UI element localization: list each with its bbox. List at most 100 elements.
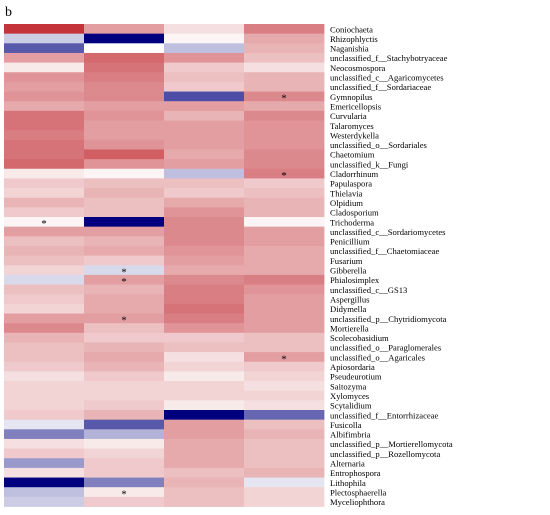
heatmap-cell — [164, 458, 245, 469]
heatmap-cell — [84, 101, 165, 112]
row-label: Olpidium — [330, 198, 363, 208]
heatmap-cell — [4, 429, 85, 440]
heatmap-cell — [164, 52, 245, 63]
heatmap-cell — [4, 178, 85, 189]
heatmap-cell — [164, 178, 245, 189]
row-label: Phialosimplex — [330, 275, 380, 285]
row-label: Papulaspora — [330, 179, 372, 189]
heatmap-cell — [164, 400, 245, 411]
heatmap-cell — [164, 197, 245, 208]
heatmap-cell — [4, 43, 85, 54]
significance-marker: * — [121, 266, 127, 278]
heatmap-cell — [84, 62, 165, 73]
heatmap-cell — [164, 265, 245, 276]
row-label: unclassified_c__GS13 — [330, 285, 407, 295]
row-label: Didymella — [330, 304, 366, 314]
heatmap-cell — [84, 352, 165, 363]
heatmap-cell — [84, 381, 165, 392]
column-label: S0 — [37, 512, 51, 515]
row-label: Penicillium — [330, 237, 370, 247]
heatmap-cell — [244, 255, 325, 266]
heatmap-cells — [4, 24, 325, 507]
row-label: Talaromyces — [330, 121, 374, 131]
row-label: unclassified_f__Entorrhizaceae — [330, 410, 439, 420]
heatmap-cell — [164, 381, 245, 392]
heatmap-cell — [164, 139, 245, 150]
heatmap-cell — [84, 294, 165, 305]
heatmap-cell — [164, 342, 245, 353]
heatmap-cell — [164, 236, 245, 247]
heatmap-cell — [164, 149, 245, 160]
heatmap-cell — [244, 332, 325, 343]
heatmap-cell — [164, 245, 245, 256]
heatmap-cell — [164, 217, 245, 228]
row-label: Lithophila — [330, 478, 366, 488]
heatmap-cell — [4, 255, 85, 266]
heatmap-cell — [84, 458, 165, 469]
row-label: Scytalidium — [330, 401, 372, 411]
heatmap-cell — [244, 458, 325, 469]
row-label: Cladosporium — [330, 208, 379, 218]
heatmap-cell — [244, 130, 325, 141]
row-label: Alternaria — [330, 459, 365, 469]
heatmap-cell — [84, 284, 165, 295]
row-label: Myceliophthora — [330, 497, 385, 507]
heatmap-cell — [244, 139, 325, 150]
heatmap-cell — [4, 381, 85, 392]
heatmap-cell — [84, 303, 165, 314]
heatmap-cell — [84, 274, 165, 285]
heatmap-cell — [4, 207, 85, 218]
row-labels: ConiochaetaRhizophlyctisNaganishiaunclas… — [330, 24, 453, 507]
heatmap-cell — [84, 33, 165, 44]
heatmap-cell — [164, 467, 245, 478]
heatmap-cell — [84, 207, 165, 218]
heatmap-cell — [84, 313, 165, 324]
heatmap-cell — [244, 110, 325, 121]
panel-label: b — [5, 5, 12, 20]
heatmap-cell — [84, 43, 165, 54]
row-label: Gymnopilus — [330, 92, 373, 102]
heatmap-cell — [244, 159, 325, 170]
row-label: unclassified_p__Chytridiomycota — [330, 314, 447, 324]
heatmap-cell — [4, 467, 85, 478]
heatmap-cell — [4, 91, 85, 102]
heatmap-cell — [244, 265, 325, 276]
heatmap-cell — [84, 81, 165, 92]
heatmap-cell — [84, 448, 165, 459]
heatmap-cell — [244, 168, 325, 179]
heatmap-cell — [244, 178, 325, 189]
heatmap-cell — [84, 52, 165, 63]
heatmap-cell — [244, 361, 325, 372]
heatmap-cell — [244, 101, 325, 112]
heatmap-cell — [164, 323, 245, 334]
heatmap-cell — [4, 313, 85, 324]
heatmap-cell — [244, 323, 325, 334]
heatmap-cell — [244, 120, 325, 131]
heatmap-cell — [244, 303, 325, 314]
heatmap-cell — [4, 52, 85, 63]
row-label: Thielavia — [330, 188, 363, 198]
heatmap-cell — [164, 91, 245, 102]
heatmap-cell — [4, 81, 85, 92]
heatmap-cell — [164, 33, 245, 44]
heatmap-cell — [244, 438, 325, 449]
heatmap-cell — [4, 159, 85, 170]
heatmap-cell — [244, 467, 325, 478]
heatmap-cell — [244, 24, 325, 35]
heatmap-cell — [244, 390, 325, 401]
heatmap-cell — [4, 419, 85, 430]
heatmap-cell — [84, 361, 165, 372]
significance-marker: * — [281, 170, 287, 182]
row-label: Plectosphaerella — [330, 487, 386, 497]
heatmap-cell — [4, 226, 85, 237]
heatmap-cell — [84, 197, 165, 208]
row-label: Gibberella — [330, 266, 366, 276]
heatmap-cell — [84, 217, 165, 228]
heatmap-cell — [244, 294, 325, 305]
row-label: Albifimbria — [330, 430, 371, 440]
heatmap-cell — [164, 207, 245, 218]
row-label: Fusicolla — [330, 420, 362, 430]
heatmap-cell — [4, 323, 85, 334]
heatmap-cell — [164, 429, 245, 440]
heatmap-cell — [4, 168, 85, 179]
